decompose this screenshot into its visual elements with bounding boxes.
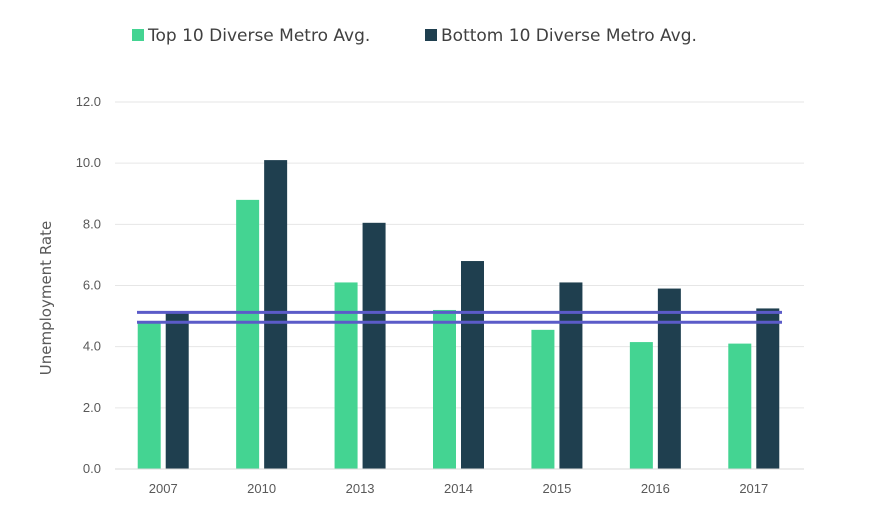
bar-bottom10-2014: [461, 261, 484, 469]
bar-top10-2010: [236, 199, 260, 469]
bar-top10-2015: [531, 329, 555, 469]
legend-label-top10: Top 10 Diverse Metro Avg.: [147, 26, 370, 46]
x-tick-label: 2016: [641, 481, 670, 496]
x-axis-ticks: 2007 2010 2013 2014 2015 2016 2017: [149, 481, 768, 496]
x-tick-label: 2013: [346, 481, 375, 496]
y-axis-title: Unemployment Rate: [37, 221, 55, 375]
bars: [137, 160, 780, 469]
bar-top10-2017: [728, 343, 752, 469]
x-tick-label: 2007: [149, 481, 178, 496]
bar-bottom10-2016: [657, 288, 681, 469]
y-tick-label: 12.0: [76, 94, 101, 109]
y-tick-label: 10.0: [76, 155, 101, 170]
y-tick-label: 6.0: [83, 278, 101, 293]
y-tick-label: 4.0: [83, 339, 101, 354]
x-tick-label: 2017: [739, 481, 768, 496]
bar-top10-2007: [137, 322, 161, 469]
bar-top10-2013: [334, 282, 358, 469]
legend: Top 10 Diverse Metro Avg. Bottom 10 Dive…: [132, 26, 697, 46]
bar-top10-2014: [433, 309, 456, 469]
x-tick-label: 2010: [247, 481, 276, 496]
x-tick-label: 2014: [444, 481, 473, 496]
y-tick-label: 0.0: [83, 461, 101, 476]
bar-bottom10-2017: [756, 308, 780, 469]
y-axis-ticks: 0.0 2.0 4.0 6.0 8.0 10.0 12.0: [76, 94, 101, 476]
bar-bottom10-2015: [559, 282, 583, 469]
legend-label-bottom10: Bottom 10 Diverse Metro Avg.: [441, 26, 697, 46]
bar-bottom10-2010: [264, 160, 288, 469]
reference-lines: [137, 310, 782, 324]
gridlines: [115, 101, 804, 409]
bar-bottom10-2007: [165, 313, 189, 469]
y-tick-label: 8.0: [83, 216, 101, 231]
x-tick-label: 2015: [542, 481, 571, 496]
bar-bottom10-2013: [362, 222, 386, 469]
legend-swatch-bottom10: [425, 29, 437, 41]
bar-top10-2016: [629, 342, 653, 469]
legend-swatch-top10: [132, 29, 144, 41]
y-tick-label: 2.0: [83, 400, 101, 415]
